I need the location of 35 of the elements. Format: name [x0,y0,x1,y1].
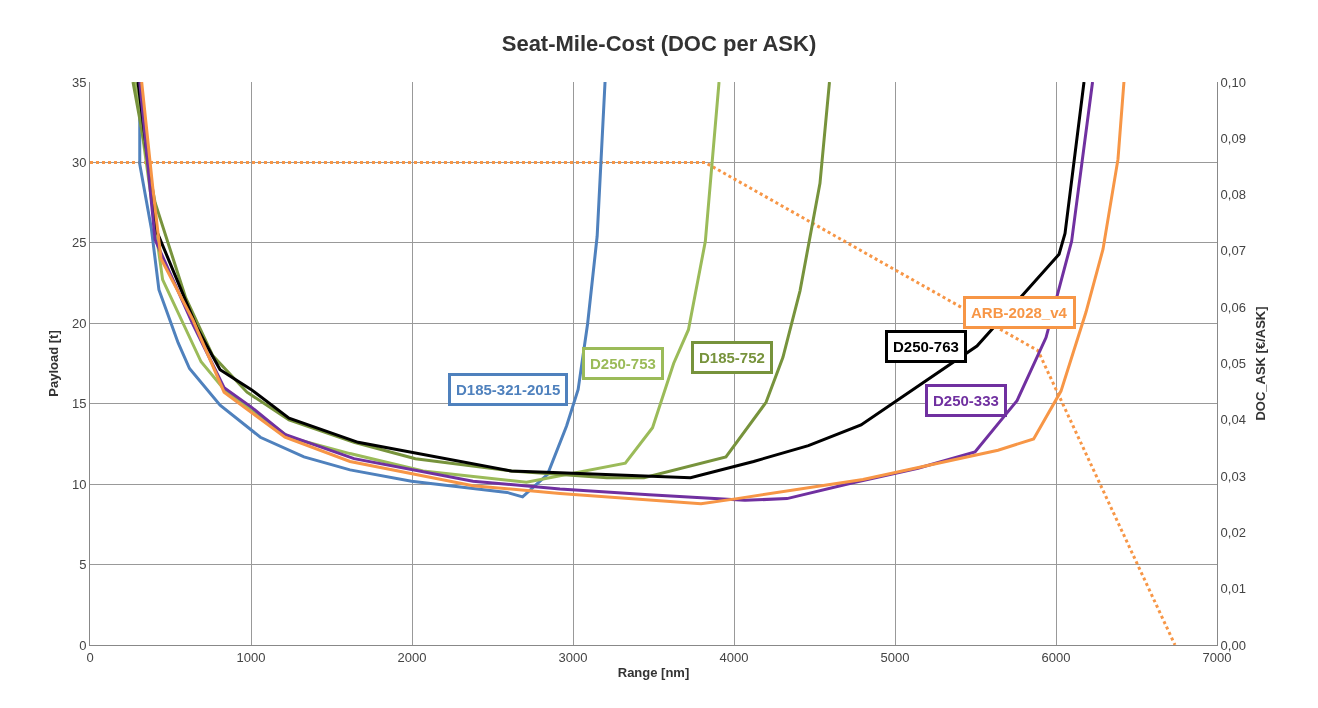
y2-tick-label: 0,10 [1220,74,1246,90]
series-label: D185-752 [699,349,765,366]
y2-tick-label: 0,06 [1220,299,1246,315]
series-label: D250-333 [933,392,999,409]
series-label: D250-753 [590,355,656,372]
y2-tick-label: 0,07 [1220,243,1246,259]
y-tick-label: 20 [71,315,87,331]
x-axis-title: Range [nm] [617,665,690,681]
series-label: ARB-2028_v4 [971,304,1068,321]
y2-tick-label: 0,00 [1220,637,1246,653]
y-tick-label: 25 [71,235,87,251]
y2-tick-label: 0,01 [1220,581,1246,597]
x-tick-label: 5000 [880,649,910,665]
series-label: D250-763 [893,338,959,355]
y-tick-label: 35 [71,74,87,90]
x-tick-label: 4000 [719,649,749,665]
y2-tick-label: 0,08 [1220,187,1246,203]
x-tick-label: 3000 [558,649,588,665]
x-tick-label: 1000 [236,649,266,665]
y-tick-label: 30 [71,154,87,170]
chart-title: Seat-Mile-Cost (DOC per ASK) [501,30,817,56]
y2-tick-label: 0,04 [1220,412,1246,428]
y-tick-label: 0 [79,637,87,653]
y-tick-label: 10 [71,476,87,492]
y-tick-label: 5 [79,557,87,573]
y2-tick-label: 0,05 [1220,356,1246,372]
x-tick-label: 2000 [397,649,427,665]
y2-tick-label: 0,03 [1220,468,1246,484]
series-label: D185-321-2015 [456,381,561,398]
y2-axis-title: DOC_ASK [€/ASK] [1252,306,1268,421]
x-tick-label: 6000 [1041,649,1071,665]
y-tick-label: 15 [71,396,87,412]
y2-tick-label: 0,09 [1220,130,1246,146]
y2-tick-label: 0,02 [1220,524,1246,540]
y-axis-title: Payload [t] [45,330,61,397]
